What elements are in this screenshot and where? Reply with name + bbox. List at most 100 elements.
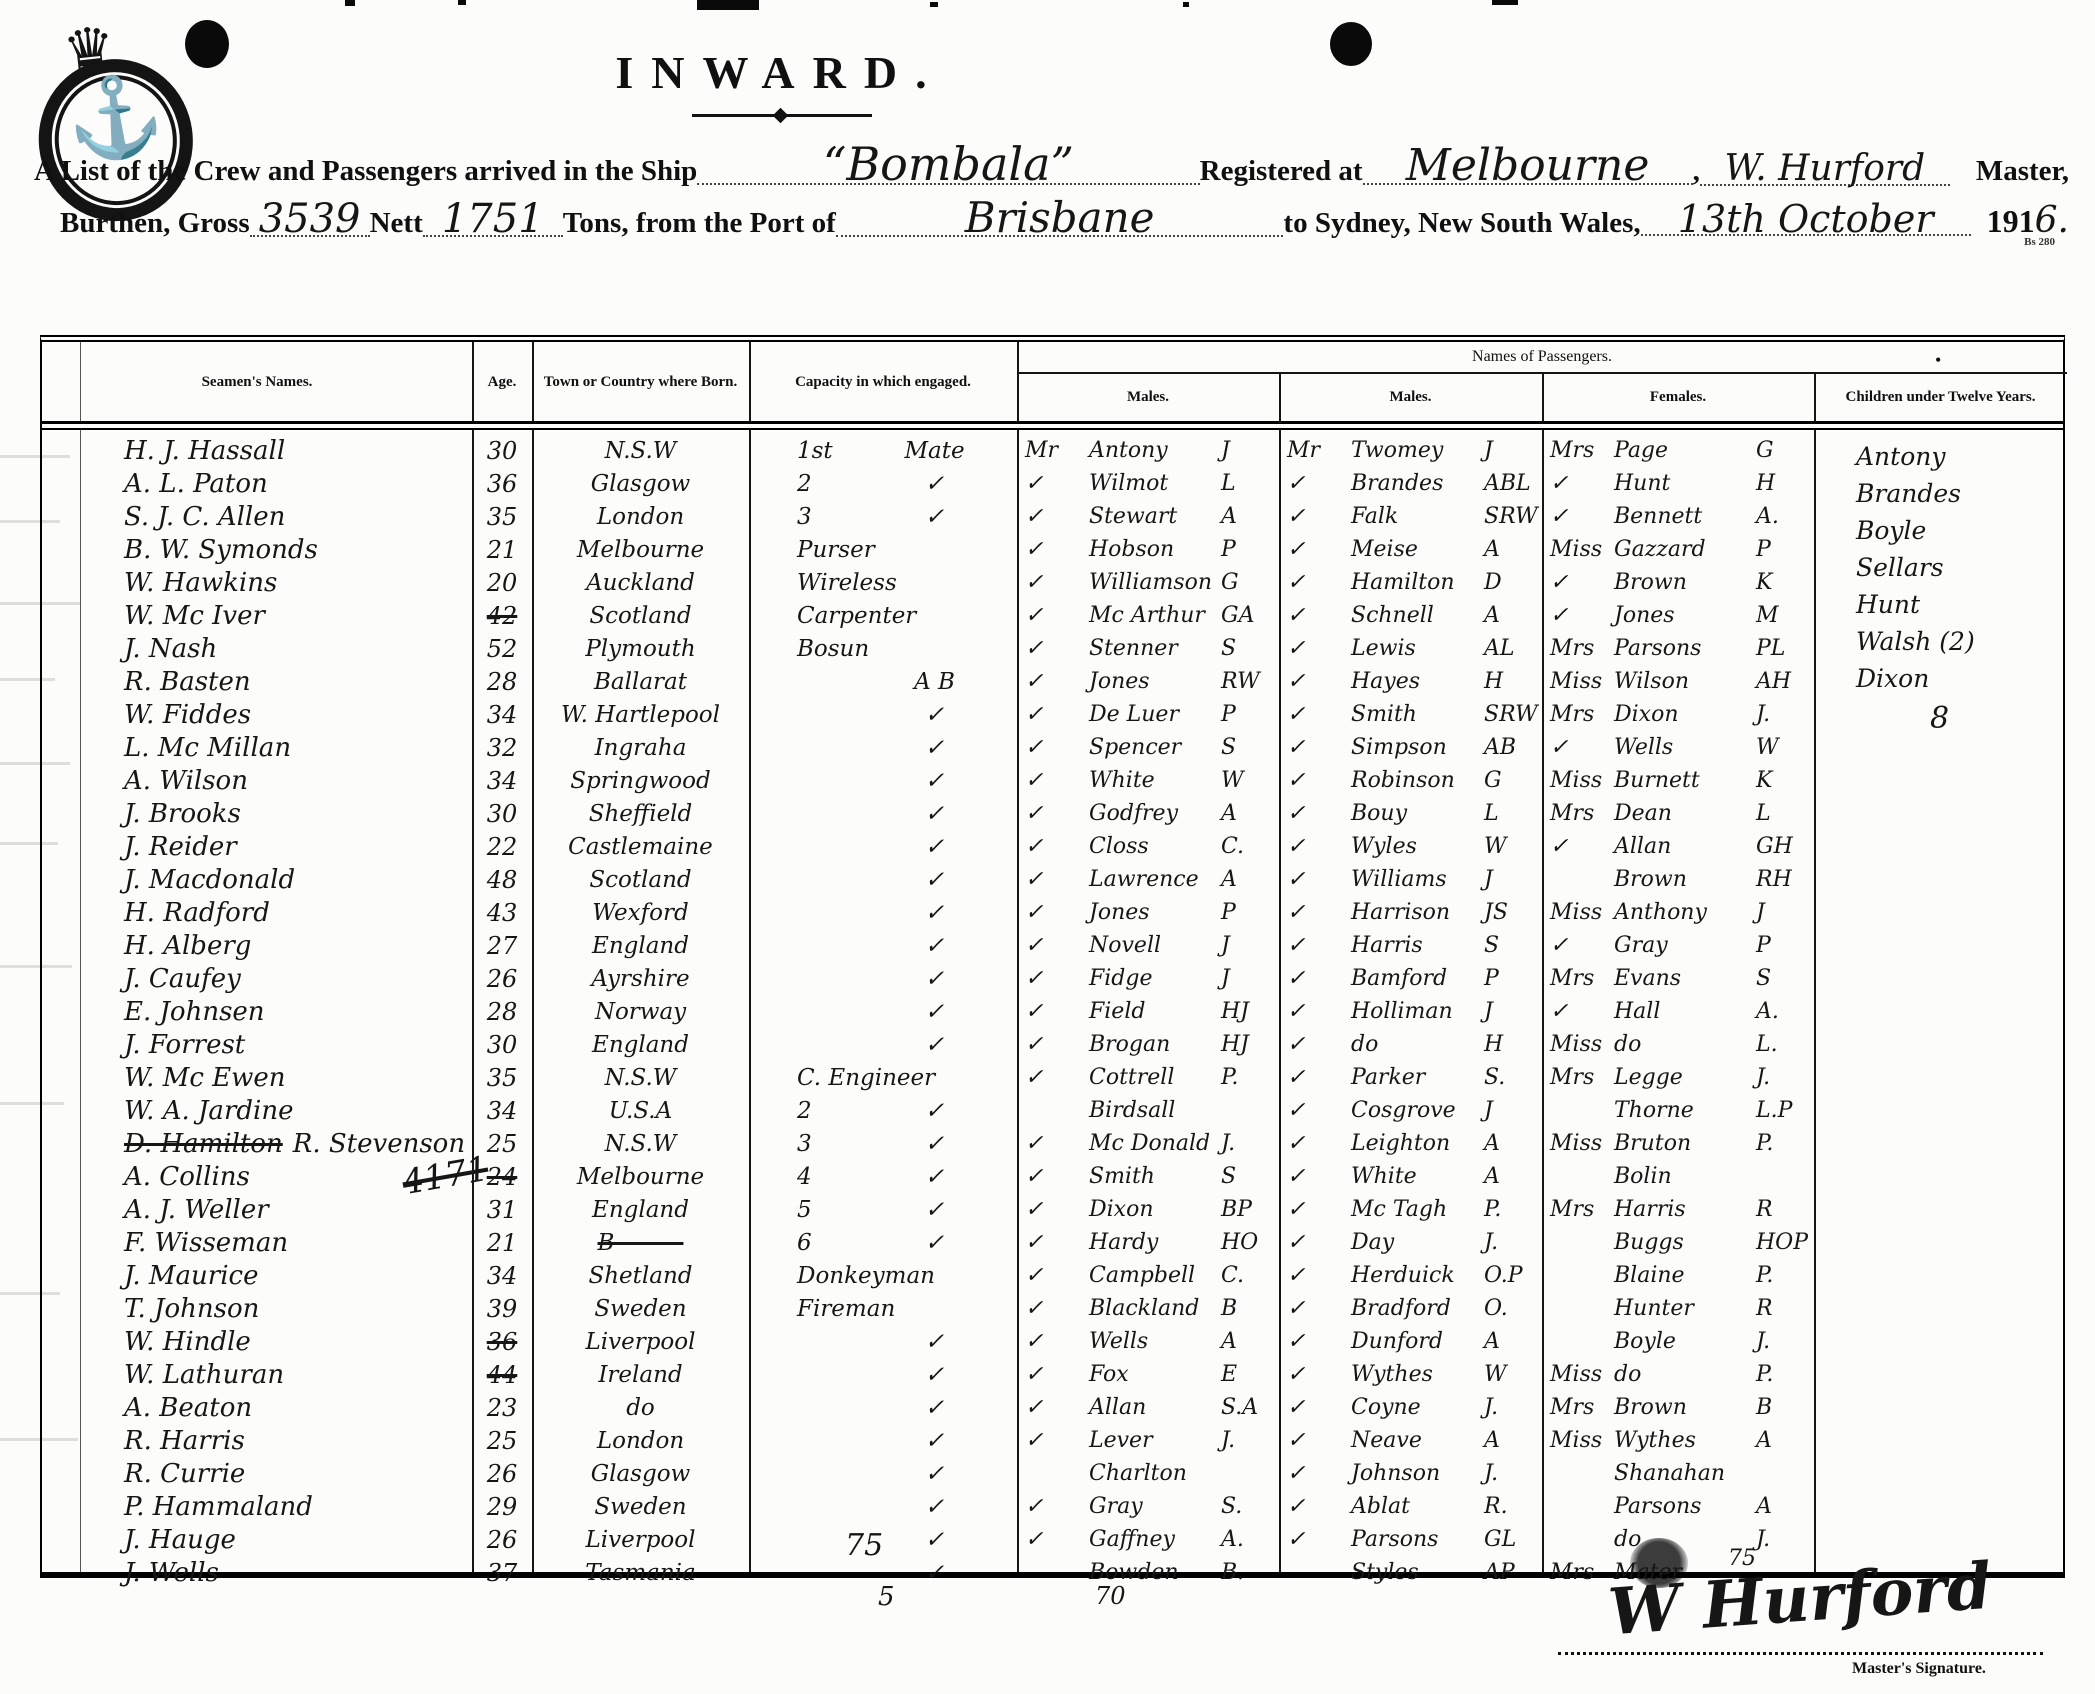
seaman-capacity: ✓: [924, 1493, 945, 1520]
col-header-males-2: Males.: [1389, 388, 1432, 405]
passenger-initials: AL: [1484, 636, 1515, 661]
passenger-prefix: Mrs: [1550, 702, 1595, 727]
passenger-initials: B: [1756, 1395, 1773, 1420]
passenger-entry: ✓ Hamilton D: [1279, 566, 1542, 599]
passenger-prefix: ✓: [1025, 636, 1044, 661]
passenger-entry: ✓ Gaffney A.: [1017, 1523, 1279, 1556]
printed-text: Master,: [1975, 155, 2069, 187]
passenger-initials: A: [1484, 1131, 1500, 1156]
passenger-initials: J.: [1756, 1329, 1771, 1354]
passenger-initials: A: [1484, 537, 1500, 562]
seaman-birthplace: Norway: [594, 998, 687, 1025]
passenger-entry: ✓ Hardy HO: [1017, 1226, 1279, 1259]
passenger-initials: A: [1484, 603, 1500, 628]
passenger-surname: Hamilton: [1351, 570, 1455, 595]
passenger-surname: Styles: [1351, 1560, 1419, 1585]
scan-streak: [0, 1102, 64, 1105]
seaman-age: 26: [486, 964, 518, 993]
passenger-surname: Day: [1351, 1230, 1395, 1255]
passenger-initials: J: [1484, 438, 1493, 463]
passenger-entry: Mrs Brown B: [1542, 1391, 1814, 1424]
crew-row: D. Hamilton R. Stevenson 25 N.S.W 3 ✓: [42, 1127, 1017, 1160]
passenger-entry: ✓ Neave A: [1279, 1424, 1542, 1457]
passenger-surname: Charlton: [1089, 1461, 1187, 1486]
title-ornament: [692, 114, 872, 117]
seaman-age: 21: [486, 1228, 518, 1257]
seaman-name: J. Wells: [124, 1557, 219, 1588]
passenger-prefix: ✓: [1287, 933, 1306, 958]
passenger-entry: ✓ Dixon BP: [1017, 1193, 1279, 1226]
passenger-prefix: ✓: [1287, 702, 1306, 727]
passenger-prefix: Miss: [1550, 1131, 1603, 1156]
passenger-entry: ✓ Lewis AL: [1279, 632, 1542, 665]
passenger-entry: ✓ Campbell C.: [1017, 1259, 1279, 1292]
passenger-prefix: Mr: [1025, 438, 1059, 463]
passenger-prefix: ✓: [1025, 1527, 1044, 1552]
seaman-age: 30: [486, 1030, 518, 1059]
passenger-entry: ✓ Herduick O.P: [1279, 1259, 1542, 1292]
crew-row: W. Hindle 36 Liverpool ✓: [42, 1325, 1017, 1358]
seaman-birthplace: Springwood: [570, 767, 711, 794]
seaman-birthplace: Melbourne: [576, 536, 705, 563]
passenger-surname: White: [1351, 1164, 1417, 1189]
seaman-birthplace: Sheffield: [588, 800, 693, 827]
passenger-initials: W: [1756, 735, 1779, 760]
printed-text: to Sydney, New South Wales,: [1283, 207, 1641, 239]
passenger-prefix: ✓: [1287, 1527, 1306, 1552]
seaman-capacity: C. Engineer: [797, 1064, 936, 1091]
passenger-initials: P.: [1756, 1131, 1774, 1156]
passenger-surname: Harrison: [1351, 900, 1451, 925]
seaman-birthplace: Liverpool: [585, 1328, 696, 1355]
passenger-initials: P: [1756, 933, 1771, 958]
passenger-initials: B.: [1221, 1560, 1245, 1585]
passenger-surname: Bradford: [1351, 1296, 1451, 1321]
passenger-entry: ✓ Wilmot L: [1017, 467, 1279, 500]
passenger-surname: Williams: [1351, 867, 1447, 892]
passenger-entry: ✓ Mc Donald J.: [1017, 1127, 1279, 1160]
passenger-initials: L: [1484, 801, 1499, 826]
seaman-age: 52: [486, 634, 518, 663]
passenger-initials: P: [1221, 537, 1236, 562]
passenger-entry: ✓ Bradford O.: [1279, 1292, 1542, 1325]
passenger-entry: Brown RH: [1542, 863, 1814, 896]
passenger-surname: Smith: [1089, 1164, 1155, 1189]
seaman-capacity: 1st Mate: [797, 437, 965, 464]
passenger-entry: Mrs Mater: [1542, 1556, 1814, 1589]
crew-row: A. Collins 4171 24 Melbourne 4 ✓: [42, 1149, 1017, 1203]
passenger-prefix: Miss: [1550, 669, 1603, 694]
passenger-prefix: ✓: [1025, 1263, 1044, 1288]
passenger-entry: ✓ White W: [1017, 764, 1279, 797]
passenger-surname: Dixon: [1614, 702, 1679, 727]
seaman-name: A. L. Paton: [124, 468, 268, 499]
crew-row: J. Nash 52 Plymouth Bosun: [42, 632, 1017, 665]
crew-row: J. Caufey 26 Ayrshire ✓: [42, 962, 1017, 995]
passenger-prefix: Miss: [1550, 1428, 1603, 1453]
passenger-entry: ✓ Johnson J.: [1279, 1457, 1542, 1490]
passenger-prefix: Miss: [1550, 900, 1603, 925]
passenger-initials: J: [1221, 933, 1230, 958]
col-header-seamen-names: Seamen's Names.: [201, 373, 313, 390]
passenger-initials: A: [1221, 867, 1237, 892]
passenger-prefix: ✓: [1287, 801, 1306, 826]
scan-mark: [458, 0, 466, 5]
printed-text: Nett: [369, 207, 423, 239]
passenger-surname: Hayes: [1351, 669, 1421, 694]
passenger-initials: A: [1221, 801, 1237, 826]
seaman-name: J. Brooks: [124, 798, 241, 829]
passenger-initials: M: [1756, 603, 1779, 628]
passenger-entry: Miss Anthony J: [1542, 896, 1814, 929]
passenger-prefix: ✓: [1550, 603, 1569, 628]
passenger-initials: ABL: [1484, 471, 1531, 496]
passenger-initials: O.: [1484, 1296, 1508, 1321]
passenger-initials: BP: [1221, 1197, 1252, 1222]
passenger-initials: A.: [1221, 1527, 1244, 1552]
passenger-prefix: ✓: [1287, 834, 1306, 859]
passenger-initials: J: [1221, 438, 1230, 463]
passenger-prefix: ✓: [1550, 999, 1569, 1024]
passenger-initials: J.: [1756, 702, 1771, 727]
child-entry: Brandes: [1856, 479, 1961, 508]
seaman-capacity: 3 ✓: [797, 503, 945, 530]
passenger-prefix: ✓: [1287, 669, 1306, 694]
seaman-name: J. Caufey: [124, 963, 241, 994]
passenger-surname: Thorne: [1614, 1098, 1694, 1123]
